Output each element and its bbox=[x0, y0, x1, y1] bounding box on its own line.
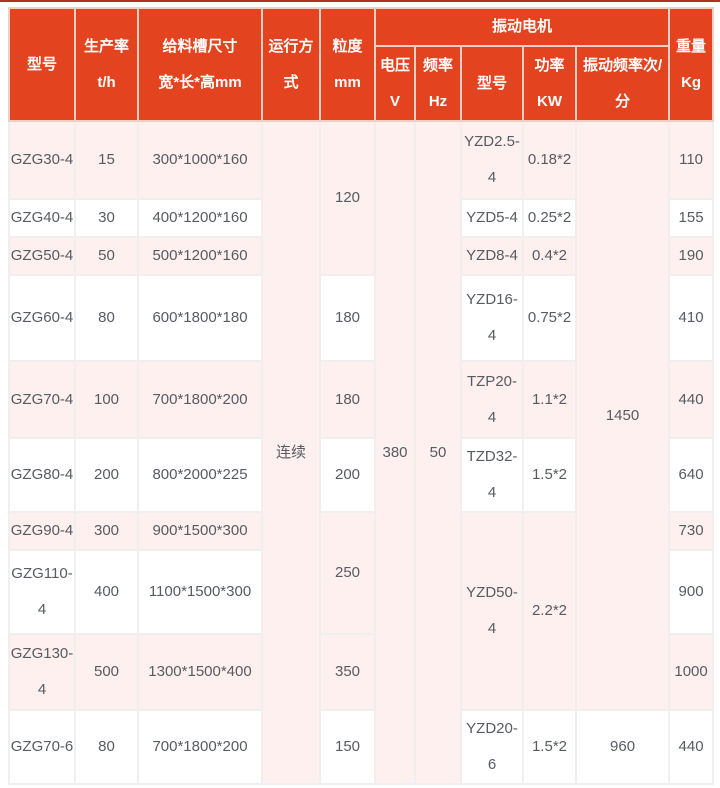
cell-motor-model: YZD20-6 bbox=[460, 709, 524, 785]
header-particle-size: 粒度 mm bbox=[319, 7, 376, 122]
cell-model: GZG90-4 bbox=[8, 511, 76, 551]
cell-rate: 100 bbox=[74, 360, 139, 439]
cell-power: 0.18*2 bbox=[522, 120, 577, 200]
spec-table: 型号 生产率 t/h 给料槽尺寸 宽*长*高mm 运行方式 粒度 mm 振动电机 重量… bbox=[8, 7, 715, 785]
cell-particle-size: 180 bbox=[319, 360, 376, 439]
cell-model: GZG80-4 bbox=[8, 437, 76, 513]
cell-power: 1.1*2 bbox=[522, 360, 577, 439]
cell-power: 1.5*2 bbox=[522, 437, 577, 513]
header-motor-group: 振动电机 bbox=[373, 7, 671, 47]
cell-rate: 200 bbox=[74, 437, 139, 513]
cell-vib-frequency: 960 bbox=[574, 709, 671, 785]
header-vib-frequency: 振动频率次/分 bbox=[574, 45, 671, 122]
cell-trough: 500*1200*160 bbox=[137, 236, 263, 276]
cell-rate: 30 bbox=[74, 198, 139, 238]
cell-rate: 500 bbox=[74, 633, 139, 711]
table-row: GZG70-4 100 700*1800*200 180 TZP20-4 1.1… bbox=[8, 360, 715, 439]
header-trough-size: 给料槽尺寸 宽*长*高mm bbox=[137, 7, 263, 122]
cell-trough: 900*1500*300 bbox=[137, 511, 263, 551]
table-body: GZG30-4 15 300*1000*160 连续 120 380 50 YZ… bbox=[8, 120, 715, 785]
table-row: GZG70-6 80 700*1800*200 150 YZD20-6 1.5*… bbox=[8, 709, 715, 785]
cell-weight: 190 bbox=[668, 236, 715, 276]
cell-rate: 15 bbox=[74, 120, 139, 200]
cell-weight: 110 bbox=[668, 120, 715, 200]
cell-motor-model: YZD50-4 bbox=[460, 511, 524, 711]
cell-vib-frequency: 1450 bbox=[574, 120, 671, 711]
header-run-mode: 运行方式 bbox=[261, 7, 321, 122]
top-accent-line bbox=[0, 0, 720, 2]
cell-model: GZG60-4 bbox=[8, 274, 76, 362]
header-frequency: 频率 Hz bbox=[414, 45, 462, 122]
cell-particle-size: 150 bbox=[319, 709, 376, 785]
table-header: 型号 生产率 t/h 给料槽尺寸 宽*长*高mm 运行方式 粒度 mm 振动电机 重量… bbox=[8, 7, 715, 122]
header-motor-model: 型号 bbox=[460, 45, 524, 122]
cell-motor-model: TZP20-4 bbox=[460, 360, 524, 439]
cell-trough: 700*1800*200 bbox=[137, 709, 263, 785]
cell-motor-model: YZD8-4 bbox=[460, 236, 524, 276]
table-row: GZG50-4 50 500*1200*160 YZD8-4 0.4*2 190 bbox=[8, 236, 715, 276]
table-row: GZG80-4 200 800*2000*225 200 TZD32-4 1.5… bbox=[8, 437, 715, 513]
cell-rate: 300 bbox=[74, 511, 139, 551]
cell-trough: 300*1000*160 bbox=[137, 120, 263, 200]
cell-model: GZG40-4 bbox=[8, 198, 76, 238]
cell-particle-size: 200 bbox=[319, 437, 376, 513]
cell-motor-model: YZD5-4 bbox=[460, 198, 524, 238]
cell-rate: 50 bbox=[74, 236, 139, 276]
cell-weight: 155 bbox=[668, 198, 715, 238]
table-row: GZG130-4 500 1300*1500*400 350 1000 bbox=[8, 633, 715, 711]
cell-power: 0.75*2 bbox=[522, 274, 577, 362]
cell-model: GZG70-6 bbox=[8, 709, 76, 785]
cell-model: GZG50-4 bbox=[8, 236, 76, 276]
cell-power: 0.25*2 bbox=[522, 198, 577, 238]
header-voltage: 电压 V bbox=[374, 45, 416, 122]
cell-power: 2.2*2 bbox=[522, 511, 577, 711]
cell-power: 0.4*2 bbox=[522, 236, 577, 276]
cell-weight: 440 bbox=[668, 360, 715, 439]
cell-rate: 400 bbox=[74, 549, 139, 635]
cell-weight: 440 bbox=[668, 709, 715, 785]
cell-particle-size: 350 bbox=[319, 633, 376, 711]
table-row: GZG90-4 300 900*1500*300 250 YZD50-4 2.2… bbox=[8, 511, 715, 711]
cell-model: GZG130-4 bbox=[8, 633, 76, 711]
cell-particle-size: 250 bbox=[319, 511, 376, 635]
table-row: GZG40-4 30 400*1200*160 YZD5-4 0.25*2 15… bbox=[8, 198, 715, 238]
cell-rate: 80 bbox=[74, 274, 139, 362]
cell-power: 1.5*2 bbox=[522, 709, 577, 785]
header-model: 型号 bbox=[8, 7, 76, 122]
cell-model: GZG110-4 bbox=[8, 549, 76, 635]
cell-model: GZG70-4 bbox=[8, 360, 76, 439]
cell-trough: 600*1800*180 bbox=[137, 274, 263, 362]
cell-trough: 800*2000*225 bbox=[137, 437, 263, 513]
cell-weight: 640 bbox=[668, 437, 715, 513]
cell-weight: 1000 bbox=[668, 633, 715, 711]
table-row: GZG30-4 15 300*1000*160 连续 120 380 50 YZ… bbox=[8, 120, 715, 785]
table-row: GZG60-4 80 600*1800*180 180 YZD16-4 0.75… bbox=[8, 274, 715, 362]
cell-run-mode: 连续 bbox=[261, 120, 321, 785]
cell-weight: 900 bbox=[668, 549, 715, 635]
cell-trough: 1300*1500*400 bbox=[137, 633, 263, 711]
cell-weight: 730 bbox=[668, 511, 715, 551]
cell-particle-size: 120 bbox=[319, 120, 376, 276]
header-row-group: 型号 生产率 t/h 给料槽尺寸 宽*长*高mm 运行方式 粒度 mm 振动电机 重量… bbox=[8, 7, 715, 122]
cell-trough: 1100*1500*300 bbox=[137, 549, 263, 635]
cell-trough: 400*1200*160 bbox=[137, 198, 263, 238]
cell-model: GZG30-4 bbox=[8, 120, 76, 200]
cell-motor-model: TZD32-4 bbox=[460, 437, 524, 513]
cell-particle-size: 180 bbox=[319, 274, 376, 362]
header-rate: 生产率 t/h bbox=[74, 7, 139, 122]
cell-weight: 410 bbox=[668, 274, 715, 362]
header-power: 功率 KW bbox=[522, 45, 577, 122]
cell-motor-model: YZD2.5-4 bbox=[460, 120, 524, 200]
table-row: GZG110-4 400 1100*1500*300 900 bbox=[8, 549, 715, 635]
header-weight: 重量 Kg bbox=[668, 7, 715, 122]
cell-motor-model: YZD16-4 bbox=[460, 274, 524, 362]
header-row-sub: 电压 V 频率 Hz 型号 功率 KW 振动频率次/分 bbox=[9, 45, 713, 122]
cell-trough: 700*1800*200 bbox=[137, 360, 263, 439]
cell-voltage: 380 bbox=[374, 120, 416, 785]
cell-frequency: 50 bbox=[414, 120, 462, 785]
cell-rate: 80 bbox=[74, 709, 139, 785]
